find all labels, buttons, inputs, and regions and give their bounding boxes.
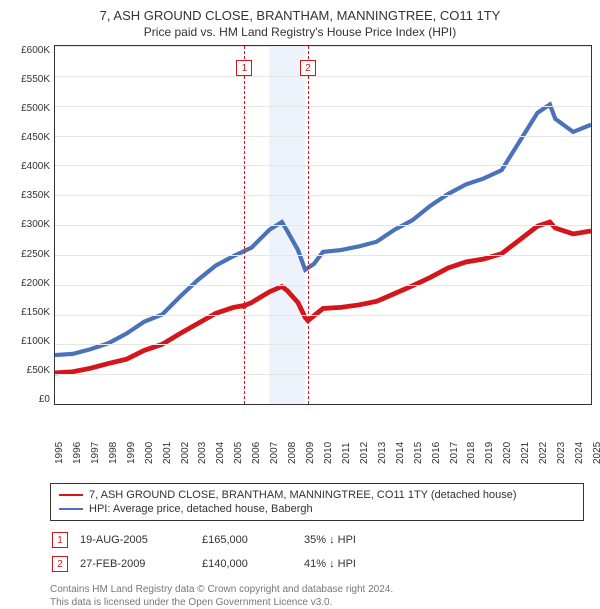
gridline [55,106,591,107]
y-tick-label: £250K [21,249,50,260]
series-property [55,222,591,373]
gridline [55,285,591,286]
gridline [55,374,591,375]
x-tick-label: 2002 [180,442,191,464]
gridline [55,225,591,226]
legend-swatch [59,508,83,510]
y-tick-label: £600K [21,45,50,56]
x-tick-label: 2023 [556,442,567,464]
gridline [55,344,591,345]
x-tick-label: 2008 [287,442,298,464]
event-dot [241,303,247,309]
gridline [55,76,591,77]
event-line [244,46,245,404]
y-tick-label: £300K [21,219,50,230]
gridline [55,165,591,166]
event-row: 2 27-FEB-2009£140,00041% ↓ HPI [52,553,366,575]
x-tick-label: 2004 [215,442,226,464]
event-row: 1 19-AUG-2005£165,00035% ↓ HPI [52,529,366,551]
y-tick-label: £500K [21,103,50,114]
x-tick-label: 2024 [574,442,585,464]
x-tick-label: 2003 [197,442,208,464]
footnote-line: Contains HM Land Registry data © Crown c… [50,583,584,596]
gridline [55,195,591,196]
x-tick-label: 2013 [377,442,388,464]
event-line [308,46,309,404]
x-tick-label: 2018 [466,442,477,464]
chart-title: 7, ASH GROUND CLOSE, BRANTHAM, MANNINGTR… [8,8,592,23]
y-tick-label: £400K [21,161,50,172]
legend: 7, ASH GROUND CLOSE, BRANTHAM, MANNINGTR… [50,483,584,521]
x-tick-label: 1999 [126,442,137,464]
x-tick-label: 2021 [520,442,531,464]
gridline [55,136,591,137]
event-date: 27-FEB-2009 [80,553,200,575]
x-axis: 1995199619971998199920002001200220032004… [54,405,592,441]
chart-subtitle: Price paid vs. HM Land Registry's House … [8,25,592,39]
event-marker-box: 1 [52,532,68,548]
y-tick-label: £200K [21,278,50,289]
x-tick-label: 1998 [108,442,119,464]
plot-area: 12 [54,45,592,405]
x-tick-label: 2020 [502,442,513,464]
x-tick-label: 2000 [144,442,155,464]
events-table: 1 19-AUG-2005£165,00035% ↓ HPI 2 27-FEB-200… [50,527,368,577]
x-tick-label: 2010 [323,442,334,464]
legend-label: 7, ASH GROUND CLOSE, BRANTHAM, MANNINGTR… [89,489,517,501]
x-tick-label: 2017 [449,442,460,464]
x-tick-label: 2025 [592,442,600,464]
event-delta: 41% ↓ HPI [304,553,366,575]
x-tick-label: 2001 [162,442,173,464]
footnotes: Contains HM Land Registry data © Crown c… [50,583,584,609]
y-axis: £600K £550K £500K £450K £400K £350K £300K £250K… [8,45,54,405]
event-dot [305,317,311,323]
x-tick-label: 2009 [305,442,316,464]
legend-row: HPI: Average price, detached house, Babe… [59,502,575,516]
gridline [55,46,591,47]
x-tick-label: 2012 [359,442,370,464]
event-marker-box: 2 [52,556,68,572]
gridline [55,255,591,256]
legend-label: HPI: Average price, detached house, Babe… [89,503,313,515]
x-tick-label: 2016 [431,442,442,464]
x-tick-label: 2014 [395,442,406,464]
x-tick-label: 2007 [269,442,280,464]
x-tick-label: 1996 [72,442,83,464]
event-price: £140,000 [202,553,302,575]
y-tick-label: £350K [21,190,50,201]
y-tick-label: £0 [39,394,50,405]
x-tick-label: 2015 [413,442,424,464]
gridline [55,315,591,316]
y-tick-label: £450K [21,132,50,143]
event-price: £165,000 [202,529,302,551]
footnote-line: This data is licensed under the Open Gov… [50,596,584,609]
price-chart-container: 7, ASH GROUND CLOSE, BRANTHAM, MANNINGTR… [0,0,600,560]
x-tick-label: 1995 [54,442,65,464]
legend-swatch [59,494,83,496]
x-tick-label: 2011 [341,442,352,464]
x-tick-label: 1997 [90,442,101,464]
y-tick-label: £550K [21,74,50,85]
x-tick-label: 2006 [251,442,262,464]
event-delta: 35% ↓ HPI [304,529,366,551]
x-tick-label: 2022 [538,442,549,464]
x-tick-label: 2005 [233,442,244,464]
y-tick-label: £150K [21,307,50,318]
event-date: 19-AUG-2005 [80,529,200,551]
legend-row: 7, ASH GROUND CLOSE, BRANTHAM, MANNINGTR… [59,488,575,502]
event-marker: 1 [236,60,252,76]
series-hpi [55,104,591,355]
event-marker: 2 [300,60,316,76]
y-tick-label: £100K [21,336,50,347]
y-tick-label: £50K [27,365,50,376]
x-tick-label: 2019 [484,442,495,464]
